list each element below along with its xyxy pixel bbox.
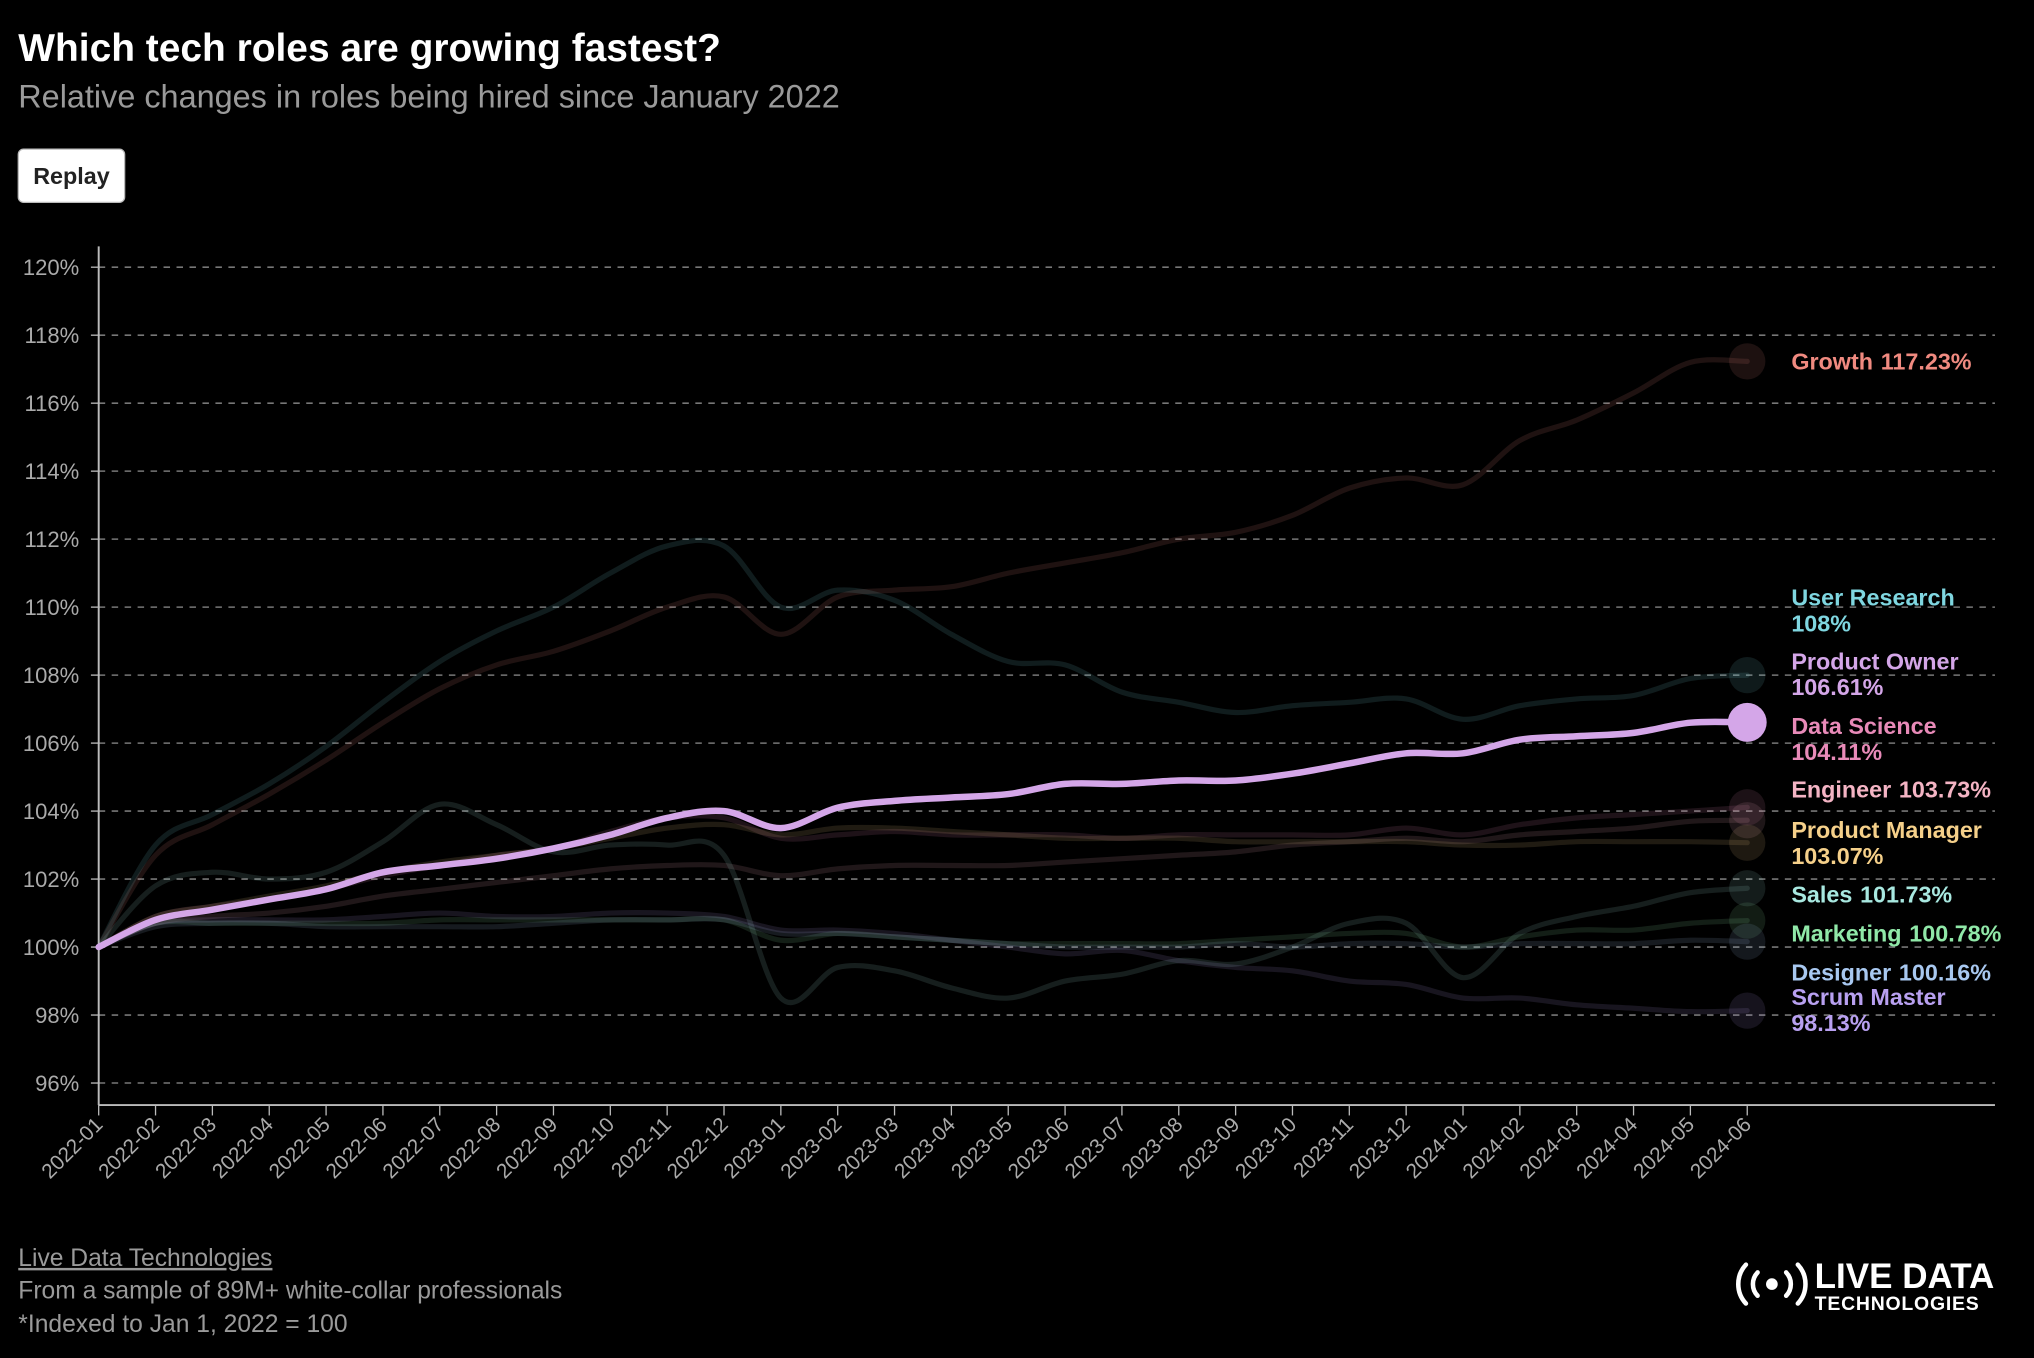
logo-wave xyxy=(1750,1270,1760,1299)
series-name-label: Designer 100.16% xyxy=(1791,960,1991,986)
end-point xyxy=(1729,824,1766,861)
series-name: Designer xyxy=(1791,960,1891,986)
y-tick-label: 116% xyxy=(25,391,80,416)
series-line xyxy=(96,910,1750,1015)
series-name: User Research xyxy=(1791,585,1954,611)
logo-text: TECHNOLOGIES xyxy=(1815,1293,1980,1315)
end-value-label: 100.78% xyxy=(1909,921,2001,947)
y-tick-label: 102% xyxy=(23,867,79,892)
logo-dot xyxy=(1766,1278,1778,1290)
y-tick-label: 98% xyxy=(35,1003,79,1028)
end-value-label: 103.07% xyxy=(1791,843,1883,869)
series-line xyxy=(95,718,1751,951)
y-tick-label: 108% xyxy=(23,663,79,688)
y-tick-label: 106% xyxy=(23,731,79,756)
y-tick-label: 114% xyxy=(25,459,80,484)
series-name-label: Product Manager xyxy=(1791,817,1982,843)
source-link[interactable]: Live Data Technologies xyxy=(18,1245,272,1272)
y-tick-label: 96% xyxy=(35,1071,79,1096)
footer-index-note: *Indexed to Jan 1, 2022 = 100 xyxy=(18,1311,347,1338)
end-point xyxy=(1729,992,1766,1029)
end-value-label: 117.23% xyxy=(1881,349,1972,375)
series-line xyxy=(96,357,1750,950)
series-name-label: Marketing 100.78% xyxy=(1791,921,2001,947)
series-line xyxy=(96,916,1750,950)
end-point xyxy=(1729,789,1766,826)
chart-title: Which tech roles are growing fastest? xyxy=(18,27,721,70)
end-point xyxy=(1729,656,1766,694)
series-name-label: Product Owner xyxy=(1791,648,1958,674)
series-line xyxy=(96,915,1750,950)
chart-subtitle: Relative changes in roles being hired si… xyxy=(18,79,839,115)
series-name: Data Science xyxy=(1791,713,1936,739)
end-value-label: 103.73% xyxy=(1899,777,1991,803)
end-point xyxy=(1729,870,1766,907)
series-name-label: Scrum Master xyxy=(1791,984,1945,1010)
end-value-label: 106.61% xyxy=(1791,674,1883,700)
end-value-label: 101.73% xyxy=(1860,882,1952,908)
y-tick-label: 112% xyxy=(25,527,80,552)
end-value-label: 98.13% xyxy=(1791,1010,1870,1036)
y-tick-label: 120% xyxy=(23,255,79,280)
logo xyxy=(1736,1262,1808,1306)
series-name-label: User Research xyxy=(1791,585,1954,611)
end-value-label: 108% xyxy=(1791,611,1851,637)
footer-note: From a sample of 89M+ white-collar profe… xyxy=(18,1277,562,1304)
series-name-label: Growth 117.23% xyxy=(1791,349,1971,375)
series-name-label: Engineer 103.73% xyxy=(1791,777,1991,803)
series-name: Growth xyxy=(1791,349,1873,375)
replay-button[interactable]: Replay xyxy=(17,148,126,203)
series-name: Marketing xyxy=(1791,921,1901,947)
series-name: Product Owner xyxy=(1791,648,1958,674)
end-point xyxy=(1729,902,1766,939)
end-point xyxy=(1729,343,1766,380)
series-line xyxy=(96,801,1750,1006)
replay-button-box[interactable] xyxy=(17,148,126,203)
series-name-label: Data Science xyxy=(1791,713,1936,739)
end-value-label: 100.16% xyxy=(1899,960,1991,986)
end-point xyxy=(1729,802,1766,839)
logo-wave xyxy=(1783,1270,1794,1299)
logo-text: LIVE DATA xyxy=(1815,1257,1995,1296)
y-tick-label: 110% xyxy=(25,595,80,620)
logo-wave xyxy=(1736,1262,1749,1306)
end-value-label: 104.11% xyxy=(1791,739,1882,765)
y-tick-label: 104% xyxy=(23,799,79,824)
series-name: Scrum Master xyxy=(1791,984,1945,1010)
replay-button-label[interactable]: Replay xyxy=(33,163,110,189)
series-name-label: Sales 101.73% xyxy=(1791,882,1952,908)
end-point xyxy=(1727,702,1767,742)
end-point xyxy=(1729,923,1766,960)
logo-wave xyxy=(1795,1262,1808,1306)
series-name: Engineer xyxy=(1791,777,1891,803)
y-tick-label: 100% xyxy=(23,935,79,960)
series-name: Sales xyxy=(1791,882,1852,908)
series-line xyxy=(96,817,1750,950)
series-name: Product Manager xyxy=(1791,817,1982,843)
y-tick-label: 118% xyxy=(25,323,80,348)
series-line xyxy=(96,537,1750,950)
